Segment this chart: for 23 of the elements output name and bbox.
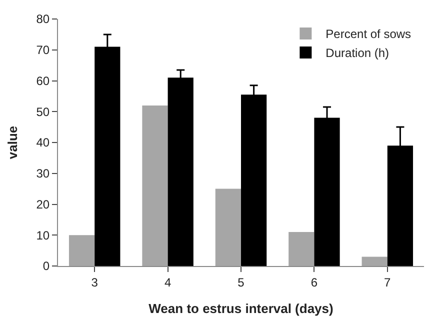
bar: [215, 188, 241, 266]
x-tick-label: 5: [238, 275, 245, 290]
y-tick-label: 80: [36, 12, 50, 26]
y-tick-label: 20: [36, 197, 50, 212]
x-axis-title: Wean to estrus interval (days): [148, 301, 334, 316]
bar: [288, 232, 314, 266]
legend-label: Duration (h): [326, 46, 390, 60]
y-tick-label: 50: [36, 104, 50, 119]
x-tick-label: 6: [310, 275, 318, 290]
legend-label: Percent of sows: [326, 27, 412, 42]
y-tick-label: 60: [36, 74, 50, 88]
y-tick-label: 30: [36, 166, 50, 181]
bar: [68, 235, 95, 266]
y-tick-label: 10: [36, 228, 50, 242]
y-tick-label: 40: [36, 136, 50, 150]
y-tick-label: 0: [42, 259, 50, 274]
y-axis-title: value: [5, 126, 20, 160]
y-tick-label: 70: [36, 43, 50, 58]
x-tick-label: 4: [164, 275, 172, 290]
x-tick-label: 3: [91, 275, 98, 290]
bar: [142, 105, 168, 266]
bar: [362, 256, 388, 266]
x-tick-label: 7: [384, 275, 392, 290]
